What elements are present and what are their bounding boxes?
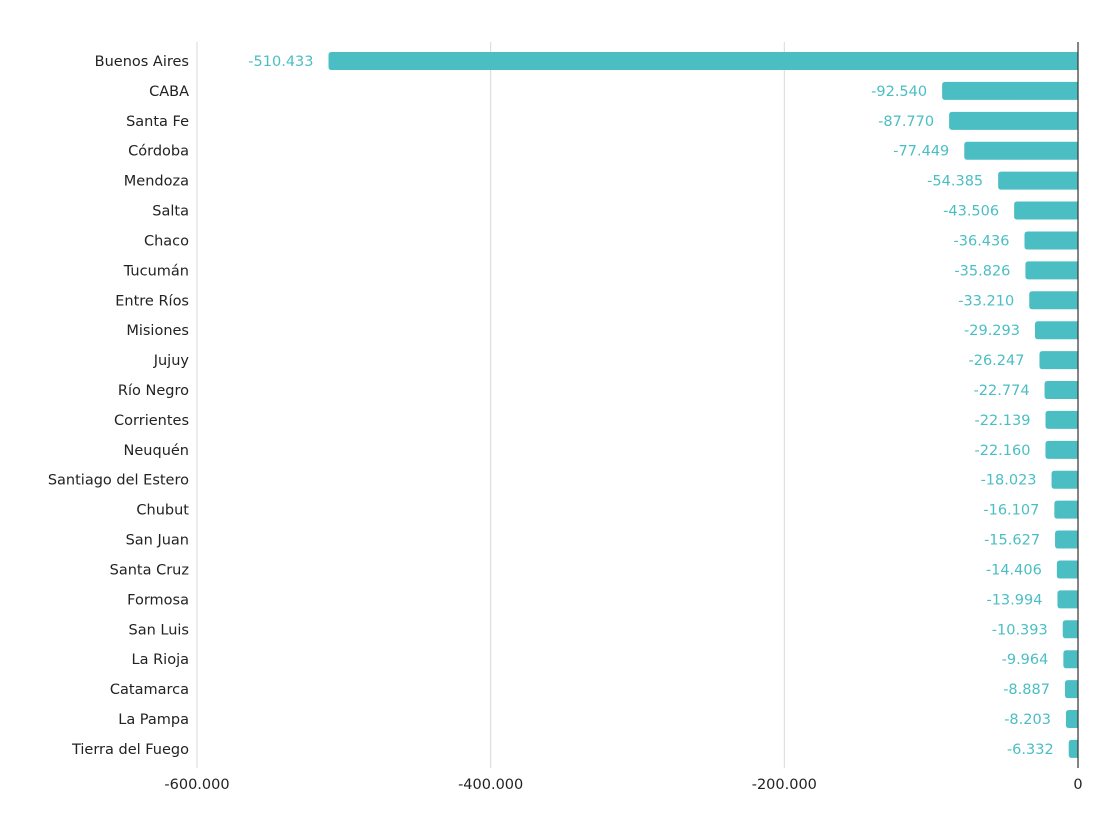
category-label: CABA: [149, 84, 189, 100]
category-label: Jujuy: [153, 353, 190, 369]
category-label: Salta: [152, 204, 189, 220]
value-label: -22.160: [974, 443, 1030, 459]
value-label: -8.887: [1003, 682, 1050, 698]
category-label: Tucumán: [123, 263, 189, 279]
category-label: La Rioja: [132, 652, 189, 668]
category-label: Tierra del Fuego: [71, 742, 189, 758]
bar: [1051, 470, 1078, 489]
value-label: -6.332: [1007, 742, 1054, 758]
category-label: Buenos Aires: [95, 54, 189, 70]
value-label: -43.506: [943, 204, 999, 220]
category-label: Chubut: [136, 503, 189, 519]
value-label: -18.023: [981, 473, 1037, 489]
category-label: La Pampa: [118, 712, 189, 728]
category-label: Río Negro: [118, 383, 189, 399]
bar: [1057, 590, 1078, 609]
value-label: -29.293: [964, 323, 1020, 339]
bar: [1045, 410, 1078, 429]
category-label: Córdoba: [128, 144, 189, 160]
bar: [1063, 650, 1078, 669]
x-tick-label: -200.000: [752, 777, 817, 793]
bar: [1056, 560, 1078, 579]
value-label: -33.210: [958, 293, 1014, 309]
bar: [1044, 381, 1078, 400]
value-label: -8.203: [1004, 712, 1051, 728]
category-label: Chaco: [144, 233, 189, 249]
value-label: -9.964: [1002, 652, 1049, 668]
bar: [1065, 710, 1078, 729]
category-label: Corrientes: [114, 413, 189, 429]
bar: [1062, 620, 1078, 639]
bar: [964, 141, 1078, 160]
bar: [1068, 739, 1078, 758]
bar: [1045, 440, 1078, 459]
value-label: -10.393: [992, 622, 1048, 638]
bar: [1029, 291, 1078, 310]
value-label: -14.406: [986, 562, 1042, 578]
category-label: San Juan: [126, 533, 189, 549]
category-label: Mendoza: [124, 174, 189, 190]
category-label: Entre Ríos: [115, 293, 189, 309]
bar: [1039, 351, 1078, 370]
category-label: San Luis: [129, 622, 190, 638]
value-label: -35.826: [954, 263, 1010, 279]
value-label: -15.627: [984, 533, 1040, 549]
category-label: Misiones: [126, 323, 189, 339]
x-tick-label: 0: [1073, 777, 1082, 793]
x-tick-label: -400.000: [458, 777, 523, 793]
value-label: -13.994: [986, 592, 1042, 608]
category-label: Catamarca: [110, 682, 189, 698]
value-label: -92.540: [871, 84, 927, 100]
bar: [942, 81, 1078, 100]
value-label: -77.449: [893, 144, 949, 160]
bar: [328, 52, 1078, 70]
x-tick-label: -600.000: [164, 777, 229, 793]
value-label: -26.247: [968, 353, 1024, 369]
bar: [1064, 680, 1078, 699]
category-label: Santa Cruz: [110, 562, 189, 578]
value-label: -16.107: [983, 503, 1039, 519]
bar: [1034, 321, 1078, 340]
value-label: -22.774: [974, 383, 1030, 399]
bar: [1054, 500, 1078, 519]
value-label: -22.139: [975, 413, 1031, 429]
bar: [1025, 261, 1078, 280]
category-label: Neuquén: [124, 443, 189, 459]
value-label: -54.385: [927, 174, 983, 190]
category-label: Formosa: [127, 592, 189, 608]
bar: [1024, 231, 1078, 250]
bar: [1014, 201, 1078, 220]
category-label: Santa Fe: [126, 114, 189, 130]
bar: [1055, 530, 1078, 549]
value-label: -36.436: [954, 233, 1010, 249]
category-label: Santiago del Estero: [48, 473, 189, 489]
bar: [949, 111, 1078, 130]
value-label: -510.433: [248, 54, 313, 70]
bar: [998, 171, 1078, 190]
value-label: -87.770: [878, 114, 934, 130]
